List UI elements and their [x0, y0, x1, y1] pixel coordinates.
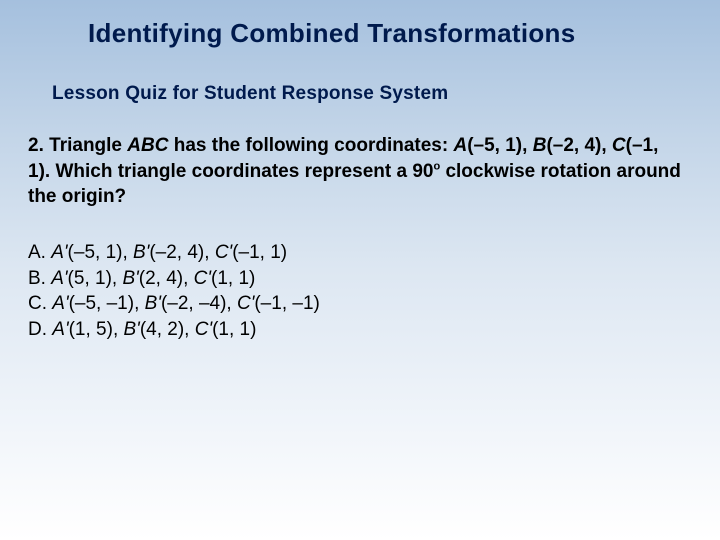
slide-title: Identifying Combined Transformations: [88, 18, 692, 49]
question-lead: Triangle: [49, 135, 127, 156]
slide: Identifying Combined Transformations Les…: [0, 0, 720, 540]
answer-a-ptA: A': [51, 242, 67, 263]
question-after-tri: has the following coordinates:: [168, 135, 453, 156]
answer-c: C. A'(–5, –1), B'(–2, –4), C'(–1, –1): [28, 291, 692, 317]
answer-b-ptA-coord: (5, 1),: [68, 268, 123, 289]
answer-c-ptB-coord: (–2, –4),: [161, 293, 237, 314]
point-a-label: A: [453, 135, 467, 156]
slide-subtitle: Lesson Quiz for Student Response System: [52, 83, 692, 105]
answer-b: B. A'(5, 1), B'(2, 4), C'(1, 1): [28, 266, 692, 292]
answer-d-ptB: B': [124, 319, 140, 340]
question-text: 2. Triangle ABC has the following coordi…: [28, 133, 684, 210]
answer-list: A. A'(–5, 1), B'(–2, 4), C'(–1, 1) B. A'…: [28, 240, 692, 343]
answer-b-ptA: A': [51, 268, 67, 289]
point-a-coord: (–5, 1),: [467, 135, 532, 156]
point-b-coord: (–2, 4),: [546, 135, 611, 156]
answer-b-ptC: C': [194, 268, 211, 289]
answer-a-ptB-coord: (–2, 4),: [149, 242, 214, 263]
answer-d-ptA-coord: (1, 5),: [69, 319, 124, 340]
answer-letter: C.: [28, 293, 52, 314]
answer-a-ptC: C': [215, 242, 232, 263]
answer-b-ptB-coord: (2, 4),: [139, 268, 194, 289]
answer-b-ptC-coord: (1, 1): [211, 268, 255, 289]
answer-letter: A.: [28, 242, 51, 263]
answer-c-ptA-coord: (–5, –1),: [69, 293, 145, 314]
question-number: 2.: [28, 135, 44, 156]
answer-c-ptA: A': [52, 293, 68, 314]
triangle-name: ABC: [127, 135, 168, 156]
answer-d-ptC-coord: (1, 1): [212, 319, 256, 340]
answer-a-ptC-coord: (–1, 1): [232, 242, 287, 263]
answer-d-ptC: C': [195, 319, 212, 340]
answer-a: A. A'(–5, 1), B'(–2, 4), C'(–1, 1): [28, 240, 692, 266]
answer-c-ptC: C': [237, 293, 254, 314]
answer-letter: D.: [28, 319, 52, 340]
answer-b-ptB: B': [122, 268, 138, 289]
answer-a-ptA-coord: (–5, 1),: [68, 242, 133, 263]
answer-c-ptB: B': [145, 293, 161, 314]
point-b-label: B: [533, 135, 547, 156]
answer-c-ptC-coord: (–1, –1): [254, 293, 319, 314]
answer-d: D. A'(1, 5), B'(4, 2), C'(1, 1): [28, 317, 692, 343]
answer-d-ptB-coord: (4, 2),: [140, 319, 195, 340]
answer-letter: B.: [28, 268, 51, 289]
answer-a-ptB: B': [133, 242, 149, 263]
point-c-label: C: [612, 135, 626, 156]
answer-d-ptA: A': [52, 319, 68, 340]
